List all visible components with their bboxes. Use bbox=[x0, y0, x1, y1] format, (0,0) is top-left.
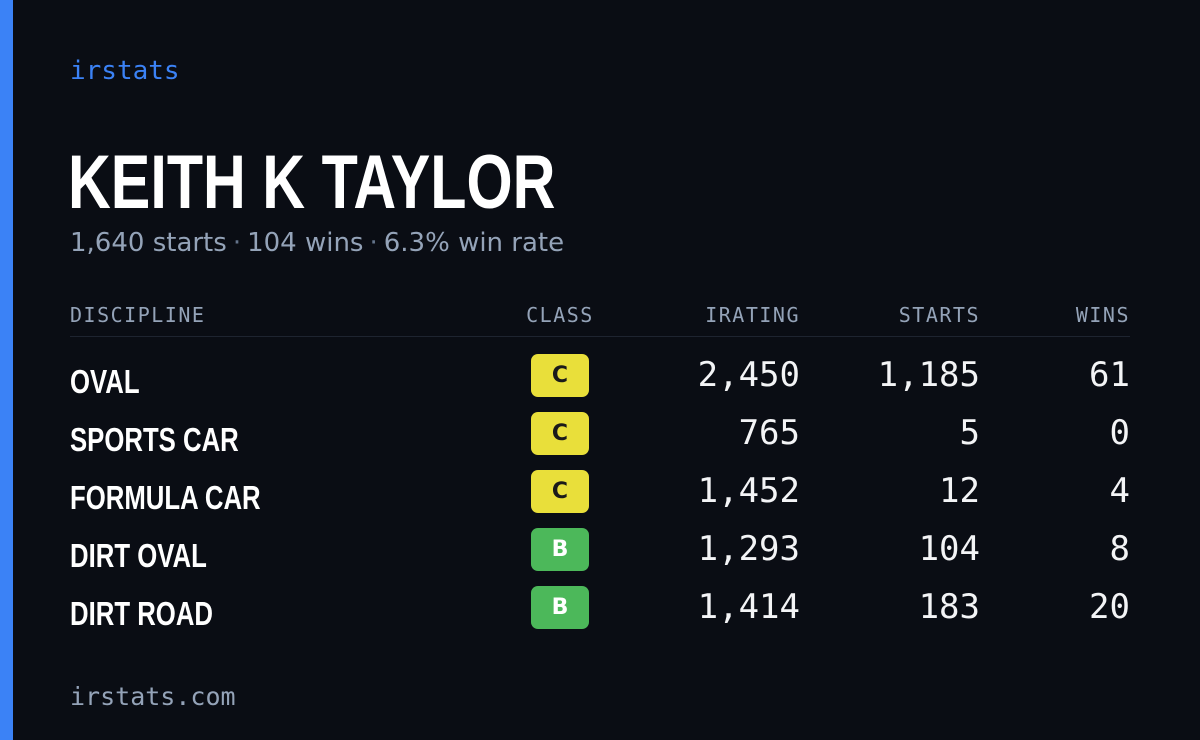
class-badge: B bbox=[531, 586, 589, 629]
table-row: FORMULA CAR C 1,452 12 4 bbox=[0, 470, 1200, 528]
irating-value: 1,452 bbox=[697, 471, 800, 511]
separator: · bbox=[369, 228, 378, 258]
footer-url: irstats.com bbox=[70, 682, 236, 711]
class-badge: C bbox=[531, 412, 589, 455]
driver-summary: 1,640 starts · 104 wins · 6.3% win rate bbox=[70, 228, 564, 258]
wins-value: 20 bbox=[1089, 587, 1130, 627]
class-badge: C bbox=[531, 354, 589, 397]
irating-value: 1,293 bbox=[697, 529, 800, 569]
starts-value: 5 bbox=[959, 413, 980, 453]
wins-value: 8 bbox=[1109, 529, 1130, 569]
irating-value: 765 bbox=[738, 413, 800, 453]
separator: · bbox=[232, 228, 242, 258]
driver-name: KEITH K TAYLOR bbox=[68, 140, 556, 225]
discipline-name: DIRT ROAD bbox=[70, 595, 213, 632]
wins-summary: 104 wins bbox=[247, 228, 364, 258]
table-row: DIRT ROAD B 1,414 183 20 bbox=[0, 586, 1200, 644]
starts-summary: 1,640 starts bbox=[70, 228, 227, 258]
header-discipline: DISCIPLINE bbox=[70, 303, 206, 327]
table-row: SPORTS CAR C 765 5 0 bbox=[0, 412, 1200, 470]
brand-logo: irstats bbox=[70, 56, 180, 86]
starts-value: 12 bbox=[939, 471, 980, 511]
header-irating: IRATING bbox=[705, 303, 800, 327]
header-divider bbox=[70, 336, 1130, 337]
wins-value: 4 bbox=[1109, 471, 1130, 511]
discipline-name: DIRT OVAL bbox=[70, 537, 207, 574]
header-starts: STARTS bbox=[898, 303, 980, 327]
wins-value: 0 bbox=[1109, 413, 1130, 453]
starts-value: 1,185 bbox=[877, 355, 980, 395]
table-row: OVAL C 2,450 1,185 61 bbox=[0, 354, 1200, 412]
starts-value: 104 bbox=[918, 529, 980, 569]
class-badge: B bbox=[531, 528, 589, 571]
class-badge: C bbox=[531, 470, 589, 513]
discipline-name: SPORTS CAR bbox=[70, 421, 239, 458]
wins-value: 61 bbox=[1089, 355, 1130, 395]
irating-value: 1,414 bbox=[697, 587, 800, 627]
header-class: CLASS bbox=[526, 303, 594, 327]
discipline-name: FORMULA CAR bbox=[70, 479, 261, 516]
accent-bar bbox=[0, 0, 13, 740]
header-wins: WINS bbox=[1075, 303, 1130, 327]
win-rate-summary: 6.3% win rate bbox=[383, 228, 565, 258]
irating-value: 2,450 bbox=[697, 355, 800, 395]
discipline-name: OVAL bbox=[70, 363, 140, 400]
table-row: DIRT OVAL B 1,293 104 8 bbox=[0, 528, 1200, 586]
starts-value: 183 bbox=[918, 587, 980, 627]
